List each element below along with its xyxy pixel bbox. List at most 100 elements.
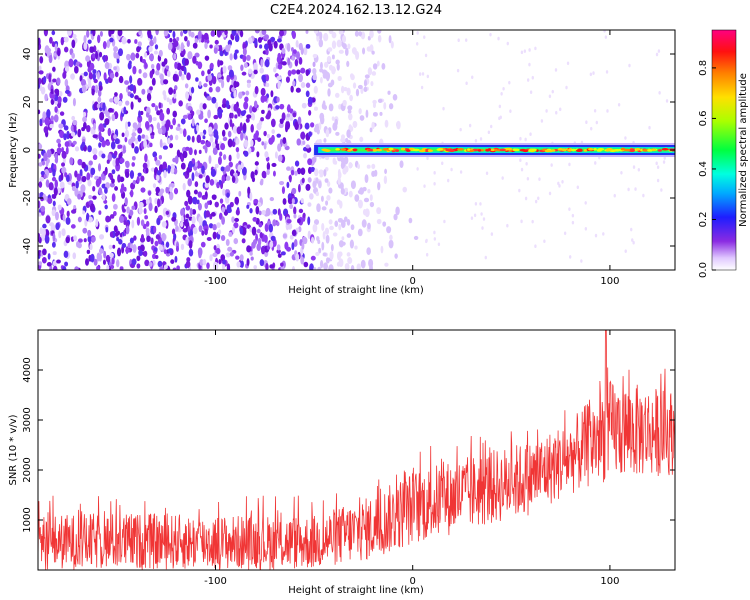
spectrogram-cell — [125, 171, 130, 179]
spectrogram-cell — [221, 103, 227, 109]
spectrogram-cell — [295, 87, 301, 93]
spectrogram-cell — [326, 181, 331, 187]
spectrogram-cell — [135, 52, 140, 59]
tone-peak — [395, 149, 400, 152]
spectrogram-cell — [485, 171, 489, 176]
spectrogram-cell — [249, 105, 253, 114]
spectrogram-cell — [396, 120, 401, 130]
spectrogram-cell — [251, 226, 257, 236]
spectrogram-cell — [170, 167, 175, 174]
y-tick-label: 4000 — [22, 357, 33, 382]
spectrogram-cell — [138, 249, 143, 257]
spectrogram-cell — [158, 102, 162, 109]
spectrogram-cell — [266, 162, 271, 171]
tone-peak — [372, 148, 378, 152]
spectrogram-cell — [207, 69, 211, 75]
spectrogram-cell — [241, 166, 247, 176]
spectrogram-cell — [371, 163, 376, 170]
spectrogram-cell — [221, 174, 226, 184]
spectrogram-cell — [77, 193, 81, 200]
spectrogram-cell — [349, 94, 353, 102]
spectrogram-cell — [255, 206, 260, 215]
spectrogram-cell — [143, 250, 148, 257]
spectrogram-cell — [117, 174, 121, 183]
spectrogram-cell — [606, 109, 609, 113]
spectrogram-cell — [370, 80, 374, 87]
spectrogram-cell — [124, 197, 128, 206]
spectrogram-cell — [371, 50, 375, 55]
spectrogram-cell — [275, 105, 280, 110]
spectrogram-cell — [203, 91, 207, 97]
spectrogram-cell — [184, 35, 188, 42]
spectrogram-cell — [213, 114, 219, 120]
spectrogram-cell — [159, 266, 165, 270]
spectrogram-cell — [137, 172, 142, 177]
spectrogram-cell — [144, 62, 148, 69]
spectrogram-cell — [104, 187, 108, 194]
spectrogram-cell — [509, 109, 512, 113]
spectrogram-cell — [219, 198, 224, 204]
spectrogram-cell — [236, 261, 241, 268]
spectrogram-cell — [191, 208, 197, 215]
spectrogram-cell — [565, 85, 568, 90]
spectrogram-cell — [243, 150, 249, 157]
spectrogram-cell — [88, 195, 93, 200]
spectrogram-cell — [70, 73, 75, 80]
spectrogram-cell — [105, 226, 109, 233]
spectrogram-cell — [311, 236, 315, 244]
spectrogram-cell — [70, 131, 76, 137]
spectrogram-cell — [331, 116, 335, 121]
spectrogram-cell — [213, 122, 218, 132]
spectrogram-cell — [183, 66, 187, 76]
spectrogram-cell — [132, 180, 137, 185]
spectrogram-cell — [346, 219, 351, 226]
spectrogram-cell — [208, 223, 214, 229]
spectrogram-cell — [418, 72, 422, 76]
tone-peak — [623, 148, 631, 152]
spectrogram-cell — [186, 135, 191, 141]
spectrogram-cell — [66, 30, 72, 36]
spectrogram-cell — [320, 195, 324, 202]
spectrogram-cell — [38, 37, 41, 46]
spectrogram-cell — [38, 162, 43, 167]
spectrogram-cell — [105, 110, 110, 118]
spectrogram-cell — [81, 161, 86, 169]
tone-peak — [457, 147, 464, 151]
spectrogram-cell — [58, 230, 62, 239]
spectrogram-cell — [313, 73, 317, 79]
spectrogram-cell — [168, 98, 173, 106]
spectrogram-cell — [305, 69, 309, 77]
spectrogram-cell — [188, 240, 193, 249]
spectrogram-cell — [265, 74, 270, 82]
spectrogram-cell — [114, 138, 120, 145]
spectrogram-cell — [170, 259, 175, 264]
spectrogram-cell — [617, 102, 621, 107]
y-tick-label: 2000 — [22, 457, 33, 482]
spectrogram-cell — [226, 192, 230, 198]
spectrogram-cell — [135, 138, 139, 145]
spectrogram-cell — [65, 216, 71, 225]
spectrogram-cell — [178, 70, 183, 77]
spectrogram-cell — [433, 181, 436, 186]
spectrogram-cell — [226, 204, 232, 214]
spectrogram-cell — [303, 237, 308, 245]
spectrogram-cell — [83, 121, 87, 130]
spectrogram-cell — [386, 226, 392, 234]
spectrogram-cell — [191, 118, 195, 127]
spectrogram-cell — [51, 241, 56, 248]
spectrogram-cell — [38, 70, 44, 75]
spectrogram-cell — [52, 66, 56, 72]
spectrogram-cell — [185, 146, 190, 151]
spectrogram-cell — [182, 114, 189, 119]
spectrogram-cell — [140, 187, 146, 193]
spectrogram-cell — [92, 154, 98, 161]
spectrogram-cell — [305, 30, 309, 34]
spectrogram-cell — [239, 227, 244, 235]
spectrogram-cell — [149, 86, 153, 91]
spectrogram-cell — [338, 223, 342, 231]
spectrogram-cell — [102, 259, 106, 265]
spectrogram-cell — [293, 206, 297, 215]
spectrogram-cell — [97, 163, 102, 172]
spectrogram-cell — [180, 73, 185, 81]
spectrogram-cell — [129, 84, 135, 92]
